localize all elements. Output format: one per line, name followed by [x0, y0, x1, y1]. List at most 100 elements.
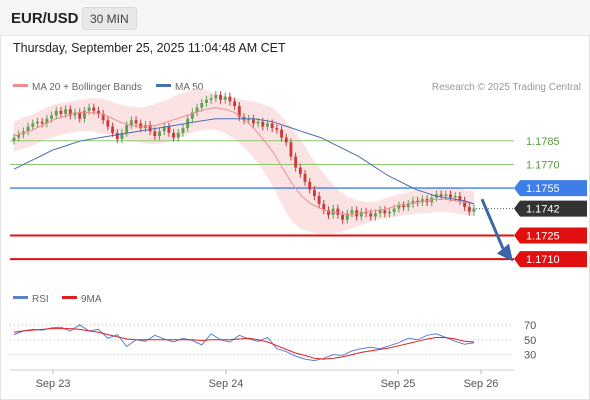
candle — [158, 127, 161, 140]
candle — [219, 91, 222, 104]
candle-body — [209, 98, 213, 100]
candle-body — [341, 214, 345, 220]
candle — [308, 177, 312, 194]
candle-body — [308, 181, 312, 190]
candle-body — [270, 123, 274, 129]
candle — [233, 97, 237, 110]
candle-body — [317, 196, 321, 204]
candle — [439, 190, 443, 200]
candle-body — [17, 134, 21, 138]
candle — [129, 116, 133, 129]
candle-body — [223, 96, 227, 100]
candle — [167, 122, 171, 137]
candle-body — [54, 110, 58, 116]
candle-body — [153, 131, 157, 137]
candle — [134, 116, 138, 128]
candle-body — [453, 196, 457, 198]
candle — [312, 185, 316, 200]
candle-body — [247, 118, 251, 121]
rsi-tick-70: 70 — [524, 320, 536, 332]
candle-body — [204, 99, 208, 103]
candle — [345, 209, 349, 224]
candle — [317, 192, 321, 208]
candle — [153, 127, 157, 140]
candle — [82, 106, 86, 123]
candle — [463, 196, 467, 211]
rsi-legend-swatch — [13, 296, 28, 299]
ma50-legend-label: MA 50 — [175, 82, 204, 93]
candle-body — [359, 211, 363, 217]
candle — [97, 106, 100, 118]
candle-body — [125, 124, 129, 133]
candle — [406, 199, 410, 211]
candle-body — [439, 194, 443, 196]
candle — [378, 206, 382, 218]
candle — [284, 133, 288, 147]
candle-body — [458, 196, 462, 201]
candle-body — [294, 156, 298, 168]
candle-body — [266, 123, 269, 127]
candle-body — [101, 113, 105, 121]
candle-body — [36, 121, 39, 124]
candle-body — [31, 123, 35, 127]
candle — [453, 192, 457, 202]
candle-body — [261, 121, 265, 127]
candle-body — [139, 123, 143, 129]
candle-body — [472, 208, 476, 212]
candle-body — [280, 129, 284, 138]
candle — [237, 102, 241, 122]
candle — [101, 110, 105, 125]
candle — [214, 91, 218, 103]
candle-body — [200, 102, 204, 108]
forecast-arrow-shaft — [480, 198, 505, 250]
candle — [176, 128, 180, 142]
candle — [26, 122, 30, 136]
candle — [204, 95, 208, 107]
symbol-label: EUR/USD — [11, 10, 79, 27]
candle — [106, 116, 110, 131]
chart-header: EUR/USD 30 MIN — [0, 0, 590, 36]
candle — [416, 196, 420, 207]
candle-body — [369, 213, 373, 217]
candle-body — [214, 95, 218, 99]
candle-body — [327, 210, 330, 215]
candle — [397, 201, 401, 213]
candle — [411, 196, 415, 208]
candle — [251, 114, 255, 128]
level-tag-1.1725 — [514, 227, 587, 244]
level-label-1.1725: 1.1725 — [526, 230, 560, 242]
candle — [228, 92, 232, 106]
candle — [139, 119, 143, 133]
candle-body — [397, 205, 401, 209]
rsi-ma-line — [13, 328, 475, 360]
candle — [294, 152, 298, 172]
candle-body — [181, 128, 185, 133]
candle — [341, 210, 345, 224]
candle-body — [411, 200, 415, 204]
timeframe-badge[interactable]: 30 MIN — [82, 7, 137, 30]
level-label-1.1755: 1.1755 — [526, 183, 560, 195]
candle — [327, 206, 330, 219]
research-credit: Research © 2025 Trading Central — [432, 82, 581, 93]
level-tag-1.1710 — [514, 251, 587, 268]
candle-body — [378, 210, 382, 214]
level-tag-1.1755 — [514, 180, 587, 197]
candle-body — [449, 194, 452, 198]
rsi-legend-label: RSI — [32, 294, 49, 305]
candle-body — [345, 213, 349, 220]
candle-body — [64, 109, 68, 114]
candle-body — [406, 203, 410, 208]
x-tick-label: Sep 25 — [381, 378, 416, 390]
candle — [472, 204, 476, 216]
candle — [388, 207, 391, 218]
candle — [200, 98, 204, 112]
candle — [68, 105, 72, 120]
candle — [111, 122, 115, 137]
candle — [444, 190, 448, 200]
rsi-tick-50: 50 — [524, 335, 536, 347]
candle — [223, 92, 227, 104]
candle — [209, 94, 213, 104]
candle-body — [228, 96, 232, 102]
candle-body — [162, 126, 166, 132]
candle-body — [190, 112, 194, 119]
